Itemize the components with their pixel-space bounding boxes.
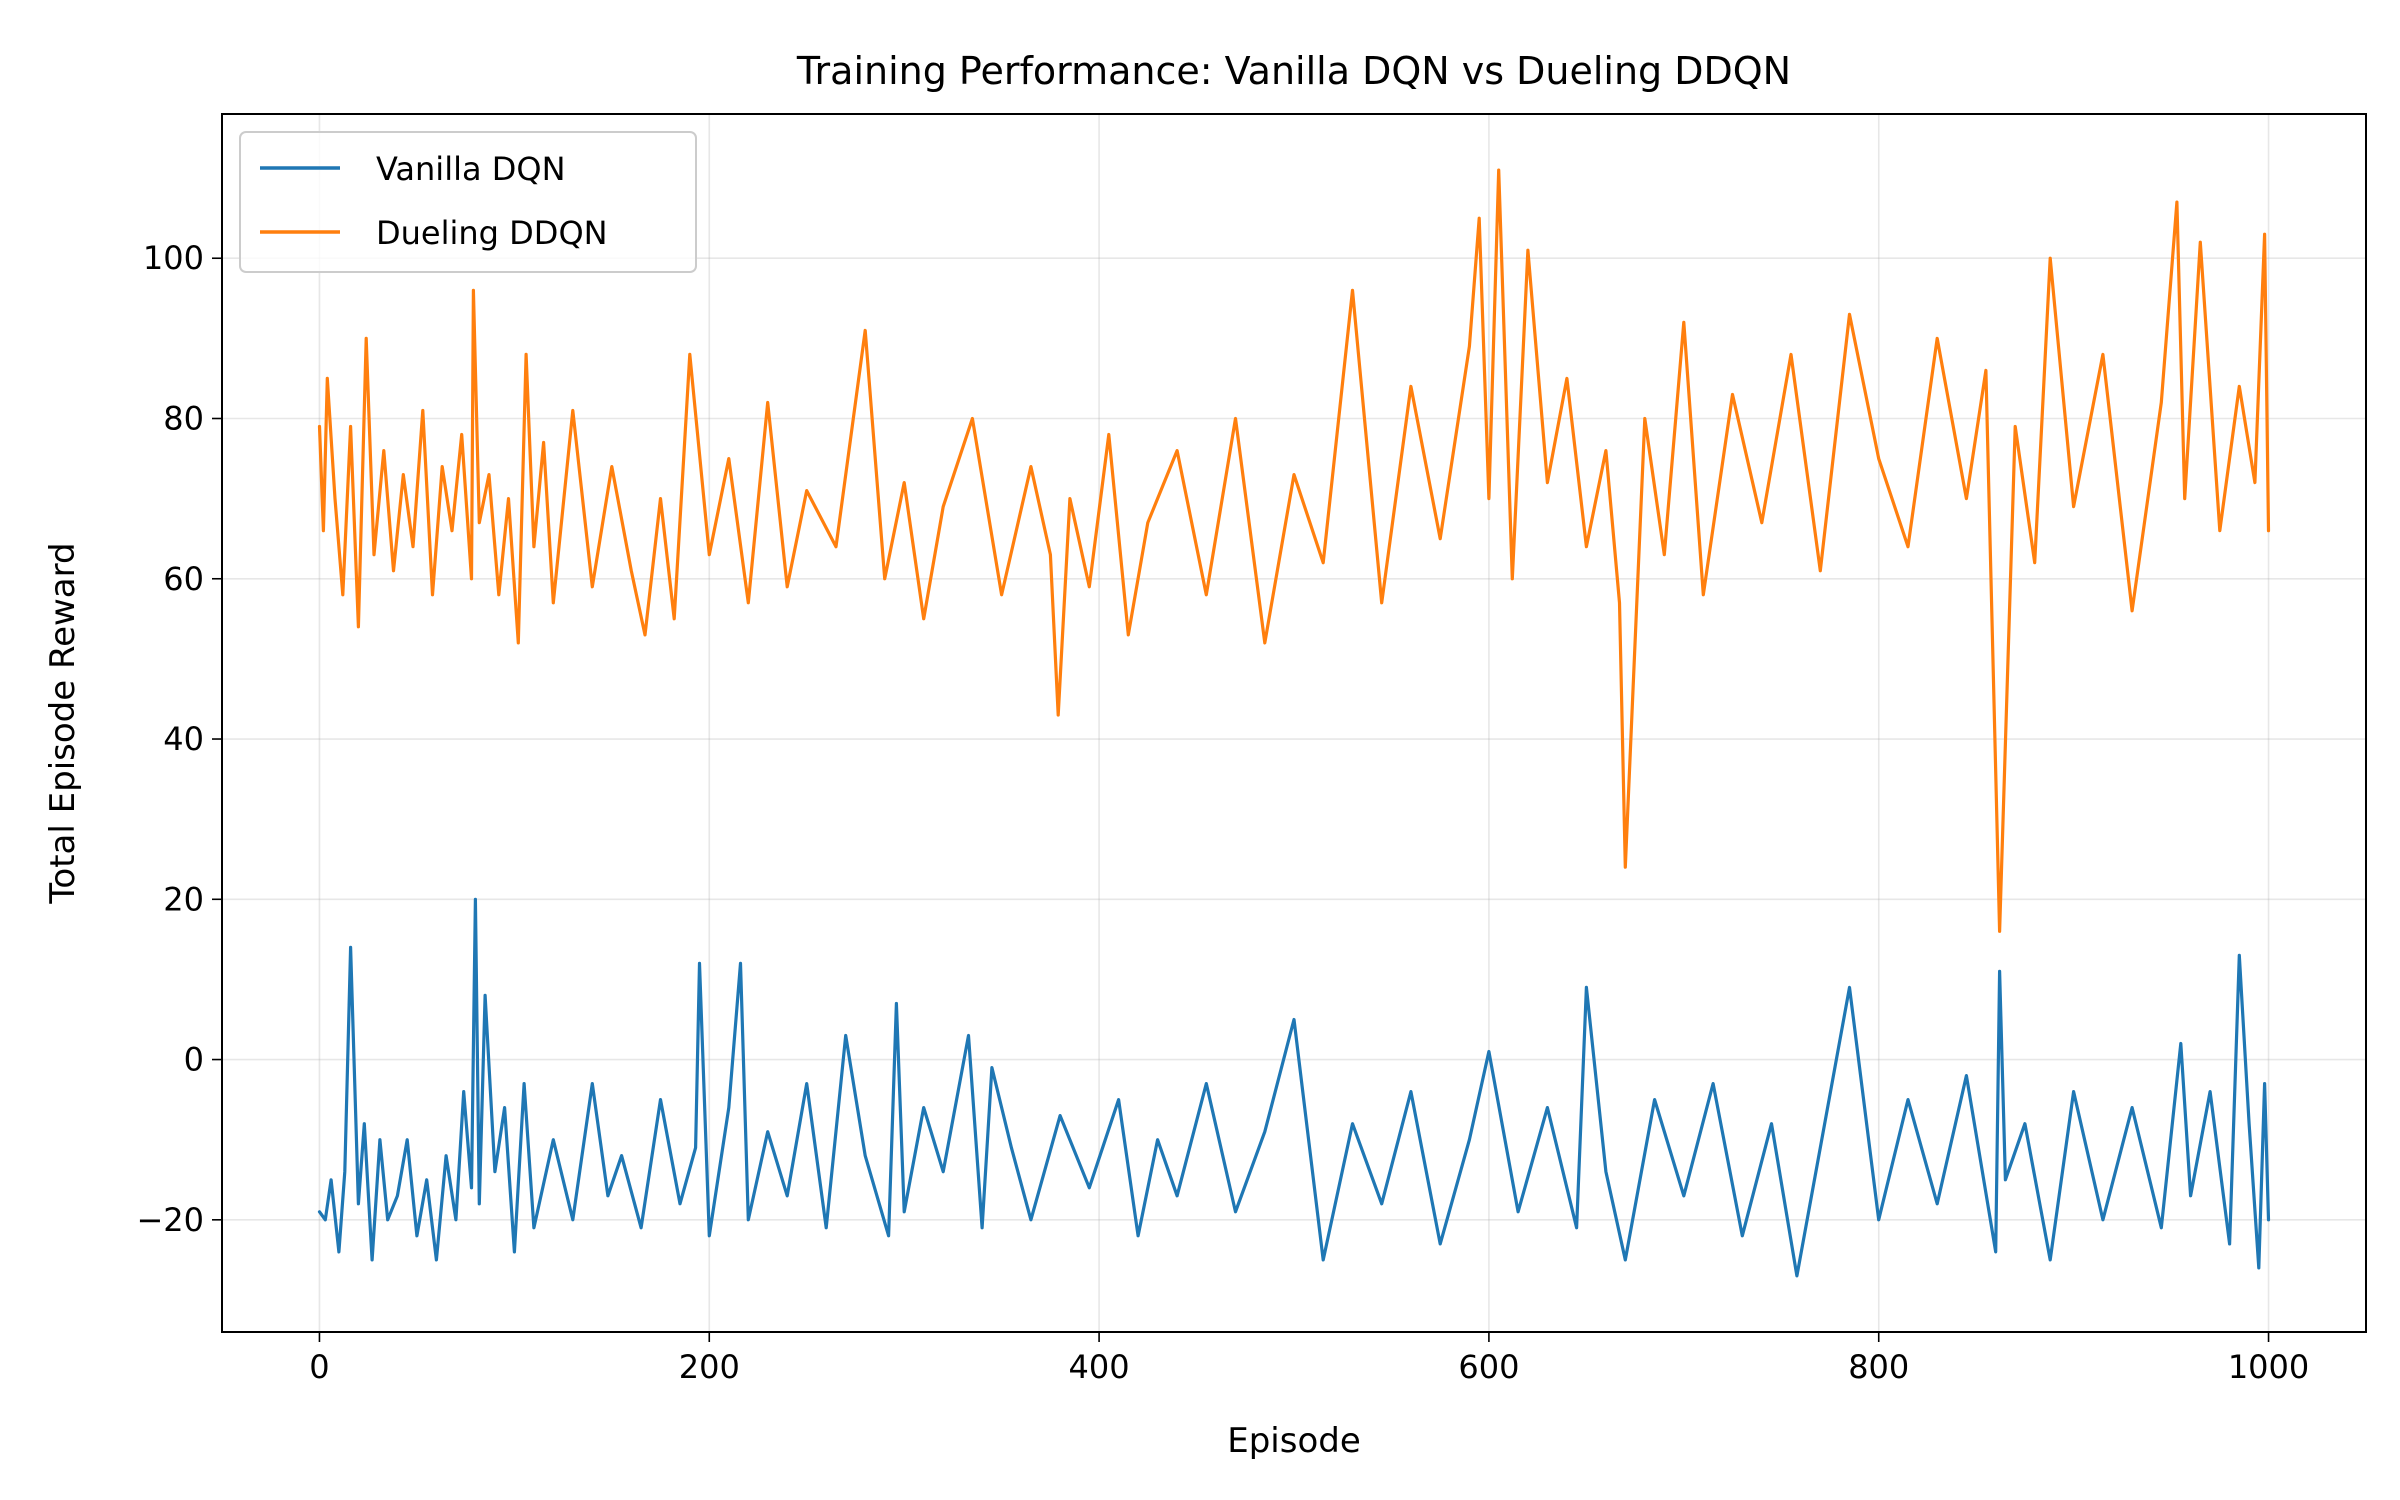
- plot-area-background: [222, 114, 2366, 1332]
- axis-ticks: 0 200 400 600 800 1000 −20 0 20 40 60 80 100: [136, 239, 2309, 1386]
- legend: Vanilla DQN Dueling DDQN: [239, 131, 697, 273]
- x-axis-label: Episode: [1227, 1421, 1361, 1461]
- legend-label-dueling-ddqn: Dueling DDQN: [376, 214, 608, 252]
- y-tick-label-80: 80: [163, 400, 204, 438]
- x-tick-label-200: 200: [679, 1348, 740, 1386]
- y-tick-label-40: 40: [163, 720, 204, 758]
- legend-box: [239, 131, 697, 273]
- x-tick-label-0: 0: [309, 1348, 329, 1386]
- y-tick-label-100: 100: [143, 239, 204, 277]
- grid-lines: [222, 114, 2366, 1332]
- legend-label-vanilla-dqn: Vanilla DQN: [376, 150, 566, 188]
- x-tick-label-400: 400: [1069, 1348, 1130, 1386]
- x-tick-label-800: 800: [1848, 1348, 1909, 1386]
- y-tick-label-60: 60: [163, 560, 204, 598]
- y-tick-label-20: 20: [163, 880, 204, 918]
- chart-title: Training Performance: Vanilla DQN vs Due…: [796, 49, 1791, 93]
- y-axis-label: Total Episode Reward: [43, 542, 83, 904]
- series-line-vanilla-dqn: [317, 897, 2271, 1278]
- series-lines: [317, 168, 2271, 1278]
- x-tick-label-600: 600: [1458, 1348, 1519, 1386]
- plot-frame: [221, 113, 2367, 1333]
- x-tick-label-1000: 1000: [2228, 1348, 2309, 1386]
- y-tick-label--20: −20: [136, 1201, 204, 1239]
- series-line-dueling-ddqn: [317, 168, 2271, 933]
- y-tick-label-0: 0: [184, 1041, 204, 1079]
